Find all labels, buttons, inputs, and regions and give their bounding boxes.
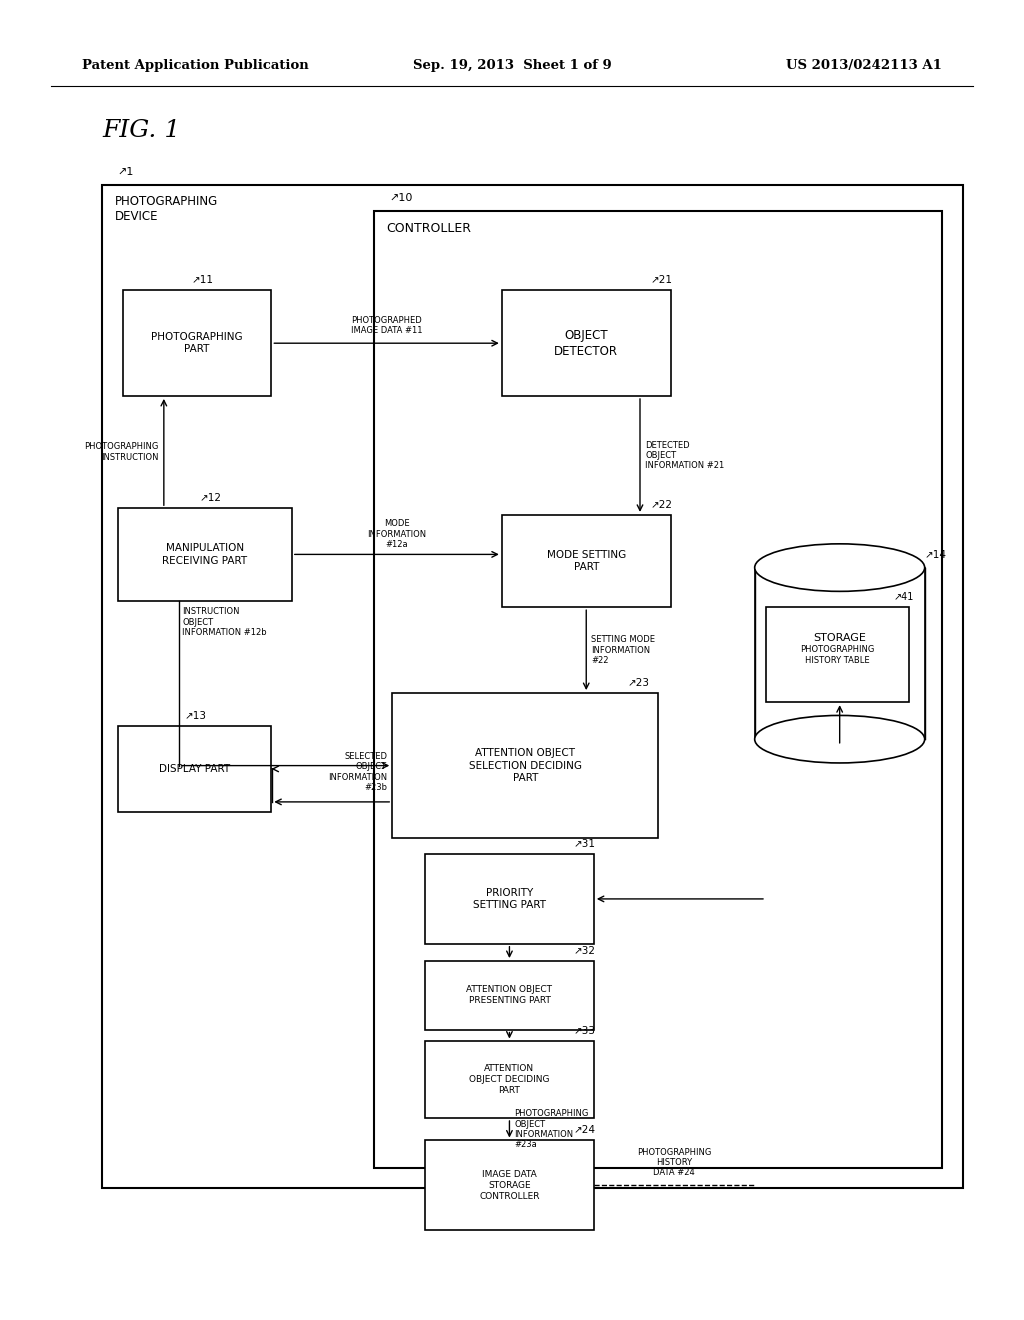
Bar xyxy=(425,961,594,1030)
Text: DETECTED
OBJECT
INFORMATION #21: DETECTED OBJECT INFORMATION #21 xyxy=(645,441,724,470)
Text: SELECTED
OBJECT
INFORMATION
#23b: SELECTED OBJECT INFORMATION #23b xyxy=(328,752,387,792)
Bar xyxy=(502,290,671,396)
Text: PHOTOGRAPHING
INSTRUCTION: PHOTOGRAPHING INSTRUCTION xyxy=(84,442,159,462)
Text: Sep. 19, 2013  Sheet 1 of 9: Sep. 19, 2013 Sheet 1 of 9 xyxy=(413,59,611,73)
Text: ↗24: ↗24 xyxy=(573,1125,595,1135)
Bar xyxy=(123,290,271,396)
Text: ATTENTION
OBJECT DECIDING
PART: ATTENTION OBJECT DECIDING PART xyxy=(469,1064,550,1096)
Text: ↗14: ↗14 xyxy=(925,549,946,560)
Text: ATTENTION OBJECT
SELECTION DECIDING
PART: ATTENTION OBJECT SELECTION DECIDING PART xyxy=(469,748,582,783)
Text: MANIPULATION
RECEIVING PART: MANIPULATION RECEIVING PART xyxy=(162,544,248,565)
Text: FIG. 1: FIG. 1 xyxy=(102,119,180,141)
Text: PHOTOGRAPHING
DEVICE: PHOTOGRAPHING DEVICE xyxy=(115,195,218,223)
Text: ATTENTION OBJECT
PRESENTING PART: ATTENTION OBJECT PRESENTING PART xyxy=(467,985,552,1006)
Text: MODE
INFORMATION
#12a: MODE INFORMATION #12a xyxy=(368,519,426,549)
Bar xyxy=(502,515,671,607)
Ellipse shape xyxy=(755,715,925,763)
Text: CONTROLLER: CONTROLLER xyxy=(386,222,471,235)
Text: ↗11: ↗11 xyxy=(193,275,214,285)
Text: ↗32: ↗32 xyxy=(573,945,595,956)
Bar xyxy=(118,726,271,812)
Text: IMAGE DATA
STORAGE
CONTROLLER: IMAGE DATA STORAGE CONTROLLER xyxy=(479,1170,540,1201)
Text: ↗21: ↗21 xyxy=(650,275,672,285)
Text: SETTING MODE
INFORMATION
#22: SETTING MODE INFORMATION #22 xyxy=(592,635,655,665)
Text: OBJECT
DETECTOR: OBJECT DETECTOR xyxy=(554,329,618,358)
Text: PHOTOGRAPHING
HISTORY TABLE: PHOTOGRAPHING HISTORY TABLE xyxy=(801,644,874,665)
Bar xyxy=(755,568,925,739)
Text: ↗33: ↗33 xyxy=(573,1026,595,1036)
Text: US 2013/0242113 A1: US 2013/0242113 A1 xyxy=(786,59,942,73)
Text: ↗31: ↗31 xyxy=(573,838,595,849)
Text: ↗22: ↗22 xyxy=(650,499,672,510)
Bar xyxy=(392,693,658,838)
Bar xyxy=(118,508,292,601)
Text: ↗10: ↗10 xyxy=(389,193,413,203)
Text: ↗1: ↗1 xyxy=(118,166,134,177)
Bar xyxy=(425,1140,594,1230)
Text: ↗12: ↗12 xyxy=(200,492,221,503)
Text: PHOTOGRAPHED
IMAGE DATA #11: PHOTOGRAPHED IMAGE DATA #11 xyxy=(351,315,422,335)
Text: PRIORITY
SETTING PART: PRIORITY SETTING PART xyxy=(473,888,546,909)
Text: ↗23: ↗23 xyxy=(628,677,649,688)
Text: Patent Application Publication: Patent Application Publication xyxy=(82,59,308,73)
Text: INSTRUCTION
OBJECT
INFORMATION #12b: INSTRUCTION OBJECT INFORMATION #12b xyxy=(182,607,267,638)
Text: PHOTOGRAPHING
PART: PHOTOGRAPHING PART xyxy=(152,333,243,354)
Bar xyxy=(425,1041,594,1118)
Bar xyxy=(102,185,963,1188)
Text: PHOTOGRAPHING
HISTORY
DATA #24: PHOTOGRAPHING HISTORY DATA #24 xyxy=(637,1147,712,1177)
Text: ↗41: ↗41 xyxy=(894,591,914,602)
Text: DISPLAY PART: DISPLAY PART xyxy=(159,764,230,774)
Ellipse shape xyxy=(755,544,925,591)
Text: PHOTOGRAPHING
OBJECT
INFORMATION
#23a: PHOTOGRAPHING OBJECT INFORMATION #23a xyxy=(514,1109,589,1150)
Text: STORAGE: STORAGE xyxy=(813,632,866,643)
Text: ↗13: ↗13 xyxy=(184,710,206,721)
Text: MODE SETTING
PART: MODE SETTING PART xyxy=(547,550,626,572)
Bar xyxy=(425,854,594,944)
Bar xyxy=(766,607,909,702)
Bar xyxy=(374,211,942,1168)
